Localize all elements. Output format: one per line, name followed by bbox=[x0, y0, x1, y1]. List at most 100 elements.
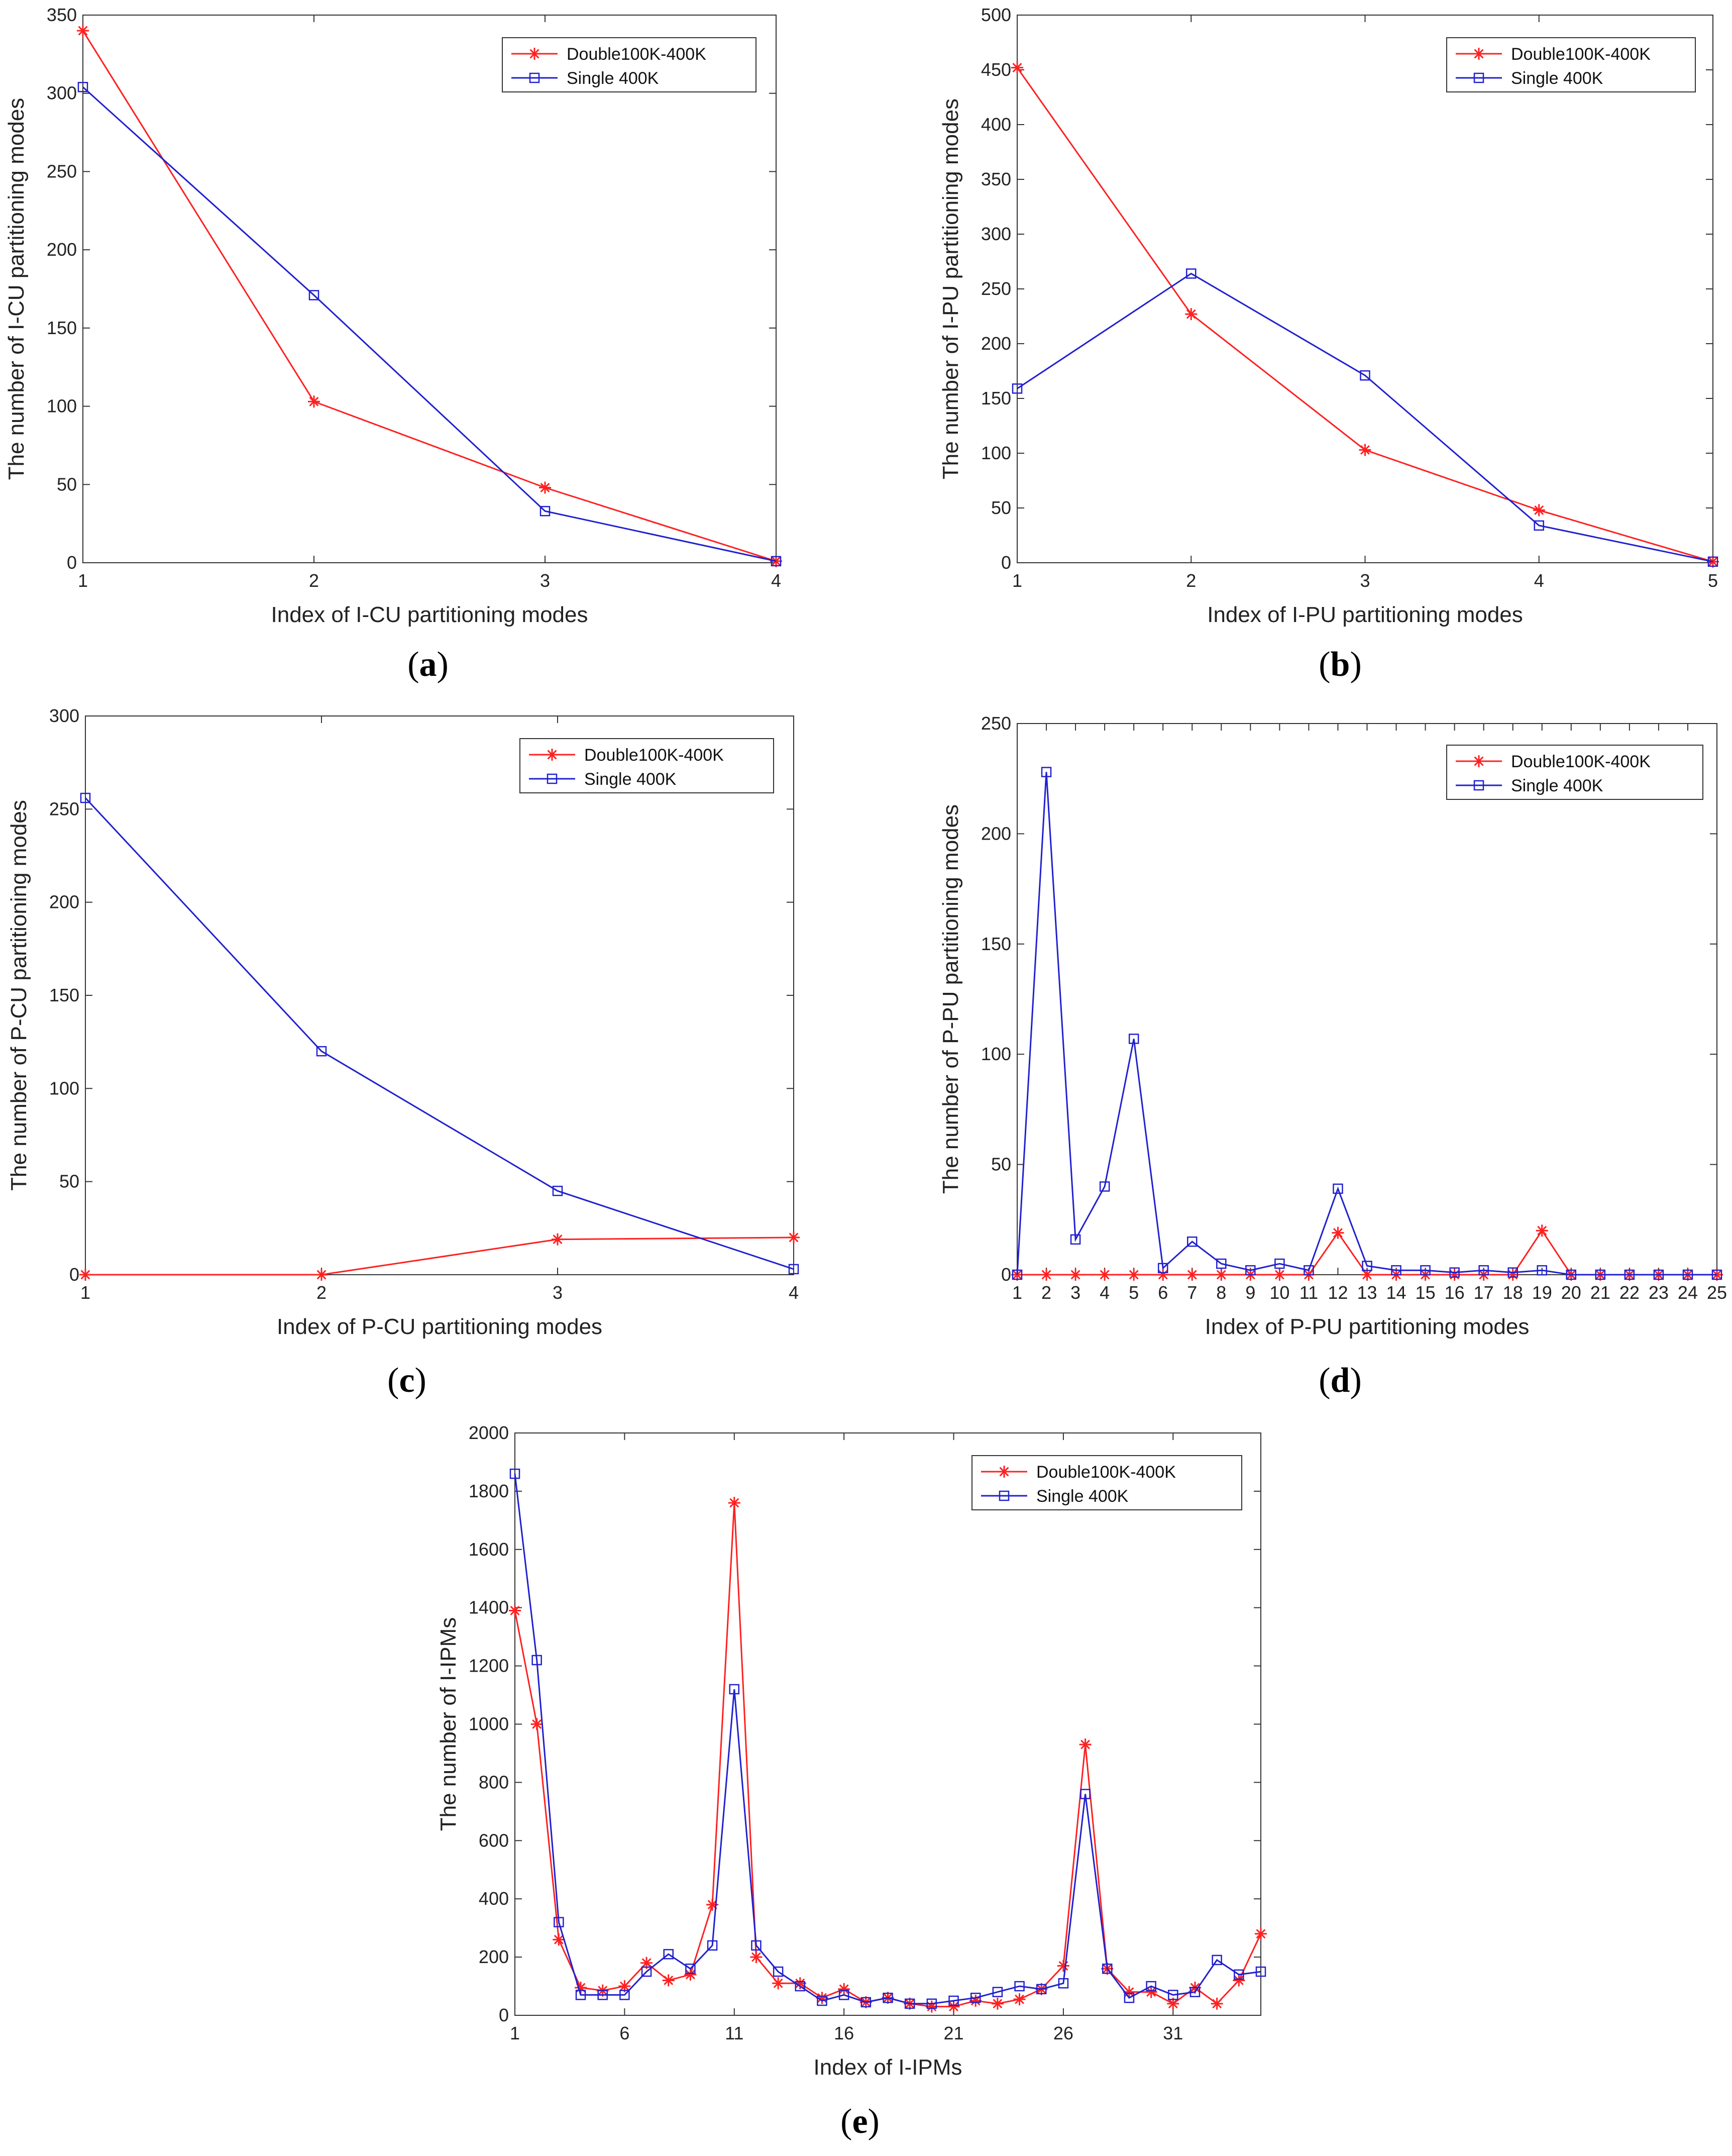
data-point-star bbox=[662, 1974, 675, 1987]
data-point-star bbox=[315, 1269, 328, 1281]
star-stroke bbox=[641, 1958, 652, 1968]
x-axis-label: Index of P-PU partitioning modes bbox=[1205, 1314, 1530, 1339]
data-point-square bbox=[1186, 268, 1197, 279]
data-point-star bbox=[1233, 1974, 1245, 1987]
y-tick-label: 200 bbox=[981, 823, 1011, 844]
data-point-square bbox=[619, 1990, 630, 2000]
series-line-single-400k bbox=[514, 1473, 1261, 2005]
panel-caption: (c) bbox=[387, 1361, 426, 1400]
data-point-square bbox=[597, 1990, 608, 2000]
caption-paren-close: ) bbox=[1350, 645, 1361, 684]
data-point-square bbox=[1420, 1265, 1431, 1276]
x-tick-label: 18 bbox=[1503, 1282, 1523, 1303]
data-point-square bbox=[1304, 1265, 1314, 1276]
panel-caption: (d) bbox=[1319, 1361, 1362, 1400]
legend: Double100K-400K Single 400K bbox=[1446, 745, 1703, 800]
y-tick-label: 350 bbox=[981, 169, 1011, 189]
data-point-square bbox=[1212, 1955, 1222, 1966]
x-axis-label: Index of I-CU partitioning modes bbox=[271, 602, 588, 627]
x-tick-label: 31 bbox=[1163, 2023, 1183, 2043]
star-stroke bbox=[554, 1934, 564, 1944]
x-tick-label: 10 bbox=[1269, 1282, 1289, 1303]
x-tick-label: 2 bbox=[1041, 1282, 1051, 1303]
data-point-square bbox=[992, 1987, 1003, 1997]
data-point-square bbox=[1711, 1269, 1722, 1280]
legend-marker-star bbox=[528, 48, 540, 60]
data-point-square bbox=[77, 82, 88, 92]
data-point-star bbox=[1186, 1269, 1199, 1281]
y-tick-label: 150 bbox=[47, 318, 77, 338]
y-tick-label: 300 bbox=[49, 705, 79, 726]
star-stroke bbox=[751, 1952, 761, 1962]
panel-caption: (a) bbox=[407, 645, 449, 684]
data-point-square bbox=[1682, 1269, 1693, 1280]
data-point-star bbox=[1069, 1269, 1082, 1281]
x-tick-label: 15 bbox=[1416, 1282, 1436, 1303]
legend-marker-star bbox=[1473, 755, 1485, 767]
y-tick-label: 350 bbox=[47, 5, 77, 25]
data-point-square bbox=[1595, 1269, 1606, 1280]
y-tick-label: 800 bbox=[479, 1772, 509, 1792]
x-tick-label: 6 bbox=[1158, 1282, 1168, 1303]
legend-label: Double100K-400K bbox=[567, 45, 706, 64]
star-stroke bbox=[1474, 756, 1484, 766]
x-tick-label: 4 bbox=[1100, 1282, 1110, 1303]
star-stroke bbox=[316, 1270, 327, 1280]
star-stroke bbox=[1212, 1999, 1222, 2009]
data-point-square bbox=[1124, 1992, 1135, 2003]
series-line-single-400k bbox=[1017, 272, 1713, 563]
data-point-star bbox=[79, 1269, 91, 1281]
star-stroke bbox=[1362, 1270, 1372, 1280]
y-tick-label: 100 bbox=[981, 443, 1011, 463]
y-tick-label: 100 bbox=[47, 396, 77, 417]
data-point-square bbox=[1128, 1034, 1139, 1044]
star-stroke bbox=[547, 750, 557, 760]
legend-label: Single 400K bbox=[567, 69, 659, 88]
data-point-square bbox=[1360, 370, 1370, 381]
star-stroke bbox=[1274, 1270, 1284, 1280]
star-stroke bbox=[789, 1233, 799, 1243]
y-tick-label: 200 bbox=[479, 1946, 509, 1967]
legend-label: Single 400K bbox=[1511, 69, 1603, 88]
y-tick-label: 250 bbox=[49, 798, 79, 819]
y-axis-label: The number of I-PU partitioning modes bbox=[938, 98, 963, 479]
data-point-star bbox=[684, 1968, 697, 1981]
star-stroke bbox=[773, 1978, 783, 1988]
data-point-square bbox=[1187, 1236, 1198, 1247]
legend-marker-square bbox=[529, 72, 540, 83]
y-tick-label: 450 bbox=[981, 59, 1011, 80]
x-tick-label: 3 bbox=[1070, 1282, 1080, 1303]
star-stroke bbox=[540, 483, 550, 492]
data-point-star bbox=[1533, 504, 1545, 517]
x-tick-label: 20 bbox=[1561, 1282, 1581, 1303]
star-stroke bbox=[619, 1981, 629, 1991]
x-tick-label: 2 bbox=[1186, 570, 1196, 591]
x-tick-label: 3 bbox=[553, 1282, 563, 1303]
star-stroke bbox=[78, 26, 88, 36]
data-point-square bbox=[663, 1949, 674, 1960]
x-tick-label: 5 bbox=[1129, 1282, 1139, 1303]
series-line-double100k-400k bbox=[85, 1237, 794, 1276]
star-stroke bbox=[1234, 1975, 1244, 1985]
data-point-star bbox=[1079, 1738, 1092, 1751]
data-point-square bbox=[1624, 1269, 1635, 1280]
y-tick-label: 1800 bbox=[469, 1481, 509, 1501]
star-stroke bbox=[1100, 1270, 1110, 1280]
data-point-square bbox=[1234, 1969, 1244, 1980]
data-point-star bbox=[991, 1997, 1004, 2010]
star-stroke bbox=[532, 1719, 542, 1729]
star-stroke bbox=[1080, 1739, 1091, 1750]
caption-letter: c bbox=[399, 1361, 414, 1400]
data-point-square bbox=[948, 1995, 959, 2006]
star-stroke bbox=[1360, 445, 1370, 455]
legend-label: Double100K-400K bbox=[1511, 45, 1651, 64]
star-stroke bbox=[1041, 1270, 1051, 1280]
caption-paren-close: ) bbox=[1350, 1361, 1361, 1400]
legend: Double100K-400K Single 400K bbox=[519, 738, 774, 793]
data-point-square bbox=[1012, 383, 1023, 394]
star-stroke bbox=[1070, 1270, 1080, 1280]
data-point-star bbox=[1099, 1269, 1111, 1281]
star-stroke bbox=[817, 1993, 827, 2003]
